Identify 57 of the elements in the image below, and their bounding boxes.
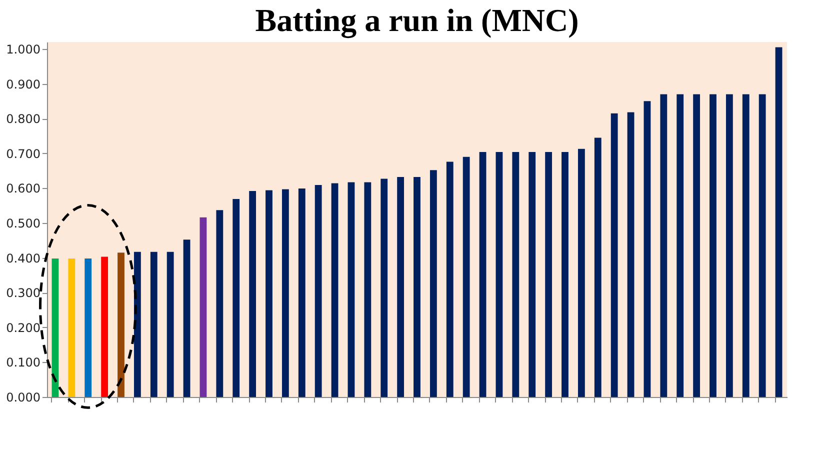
bar bbox=[545, 152, 552, 397]
bar bbox=[610, 113, 618, 397]
bar bbox=[414, 177, 420, 397]
bar bbox=[562, 152, 568, 397]
bar bbox=[693, 94, 700, 397]
bar bbox=[249, 190, 256, 397]
bar bbox=[266, 190, 272, 397]
bar bbox=[644, 101, 651, 397]
bar bbox=[528, 152, 536, 397]
y-tick-label: 0.600 bbox=[6, 182, 40, 196]
bar bbox=[479, 152, 486, 397]
bar bbox=[660, 94, 668, 397]
bar bbox=[676, 94, 684, 397]
y-tick-label: 0.000 bbox=[6, 390, 40, 404]
bar bbox=[282, 189, 289, 397]
bar bbox=[68, 258, 76, 397]
bar bbox=[331, 183, 338, 397]
bar bbox=[134, 252, 141, 397]
bar bbox=[775, 47, 782, 397]
bar bbox=[397, 177, 404, 397]
y-tick-label: 0.300 bbox=[6, 286, 40, 300]
y-tick-label: 1.000 bbox=[6, 42, 40, 56]
y-tick-label: 0.800 bbox=[6, 112, 40, 126]
y-tick-label: 0.100 bbox=[6, 356, 40, 370]
y-tick-label: 0.900 bbox=[6, 77, 40, 92]
y-tick-label: 0.400 bbox=[6, 251, 40, 266]
bar bbox=[496, 152, 503, 397]
bar bbox=[150, 252, 158, 397]
bar bbox=[166, 252, 174, 397]
bar bbox=[758, 94, 766, 397]
bar bbox=[118, 252, 124, 397]
bar bbox=[594, 138, 602, 397]
bar bbox=[380, 178, 388, 397]
bar bbox=[512, 152, 520, 397]
y-tick-label: 0.500 bbox=[6, 216, 40, 230]
bar bbox=[84, 258, 92, 397]
bar bbox=[298, 188, 306, 397]
bar bbox=[578, 148, 585, 397]
bar bbox=[364, 182, 372, 397]
bar bbox=[742, 94, 750, 397]
bar bbox=[348, 182, 355, 397]
bar bbox=[232, 198, 240, 397]
bar bbox=[183, 240, 190, 397]
y-tick-label: 0.700 bbox=[6, 146, 40, 161]
bar bbox=[216, 210, 224, 397]
bar bbox=[200, 217, 207, 397]
bar bbox=[101, 256, 108, 397]
bar bbox=[726, 94, 733, 397]
bar bbox=[52, 258, 59, 397]
bar bbox=[627, 112, 634, 397]
y-tick-label: 0.200 bbox=[6, 320, 40, 335]
bar bbox=[430, 170, 437, 397]
bar bbox=[462, 156, 470, 397]
bar bbox=[446, 162, 454, 397]
bar bbox=[314, 185, 322, 397]
bar bbox=[710, 94, 716, 397]
chart-title: Batting a run in (MNC) bbox=[255, 2, 579, 39]
